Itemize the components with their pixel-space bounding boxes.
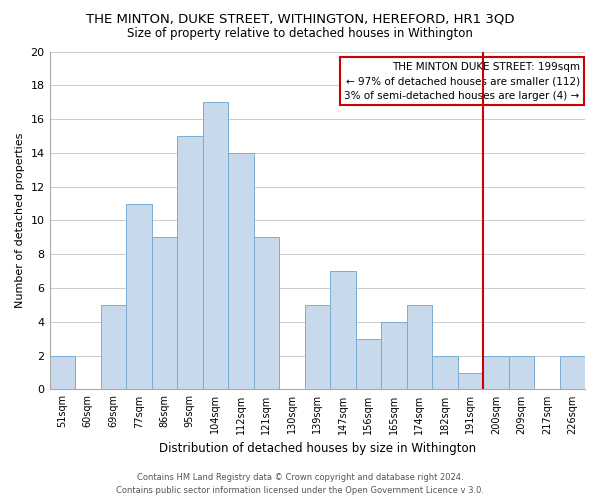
Bar	[177, 136, 203, 390]
Bar	[381, 322, 407, 390]
Bar	[483, 356, 509, 390]
Bar	[228, 153, 254, 390]
Bar	[203, 102, 228, 390]
Bar	[560, 356, 585, 390]
Bar	[458, 372, 483, 390]
Bar	[330, 271, 356, 390]
Bar	[254, 238, 279, 390]
Bar	[126, 204, 152, 390]
Text: THE MINTON, DUKE STREET, WITHINGTON, HEREFORD, HR1 3QD: THE MINTON, DUKE STREET, WITHINGTON, HER…	[86, 12, 514, 26]
Bar	[356, 338, 381, 390]
Text: THE MINTON DUKE STREET: 199sqm
← 97% of detached houses are smaller (112)
3% of : THE MINTON DUKE STREET: 199sqm ← 97% of …	[344, 62, 580, 101]
X-axis label: Distribution of detached houses by size in Withington: Distribution of detached houses by size …	[159, 442, 476, 455]
Bar	[50, 356, 75, 390]
Bar	[407, 305, 432, 390]
Bar	[101, 305, 126, 390]
Text: Contains HM Land Registry data © Crown copyright and database right 2024.
Contai: Contains HM Land Registry data © Crown c…	[116, 474, 484, 495]
Text: Size of property relative to detached houses in Withington: Size of property relative to detached ho…	[127, 28, 473, 40]
Bar	[152, 238, 177, 390]
Y-axis label: Number of detached properties: Number of detached properties	[15, 133, 25, 308]
Bar	[509, 356, 534, 390]
Bar	[305, 305, 330, 390]
Bar	[432, 356, 458, 390]
